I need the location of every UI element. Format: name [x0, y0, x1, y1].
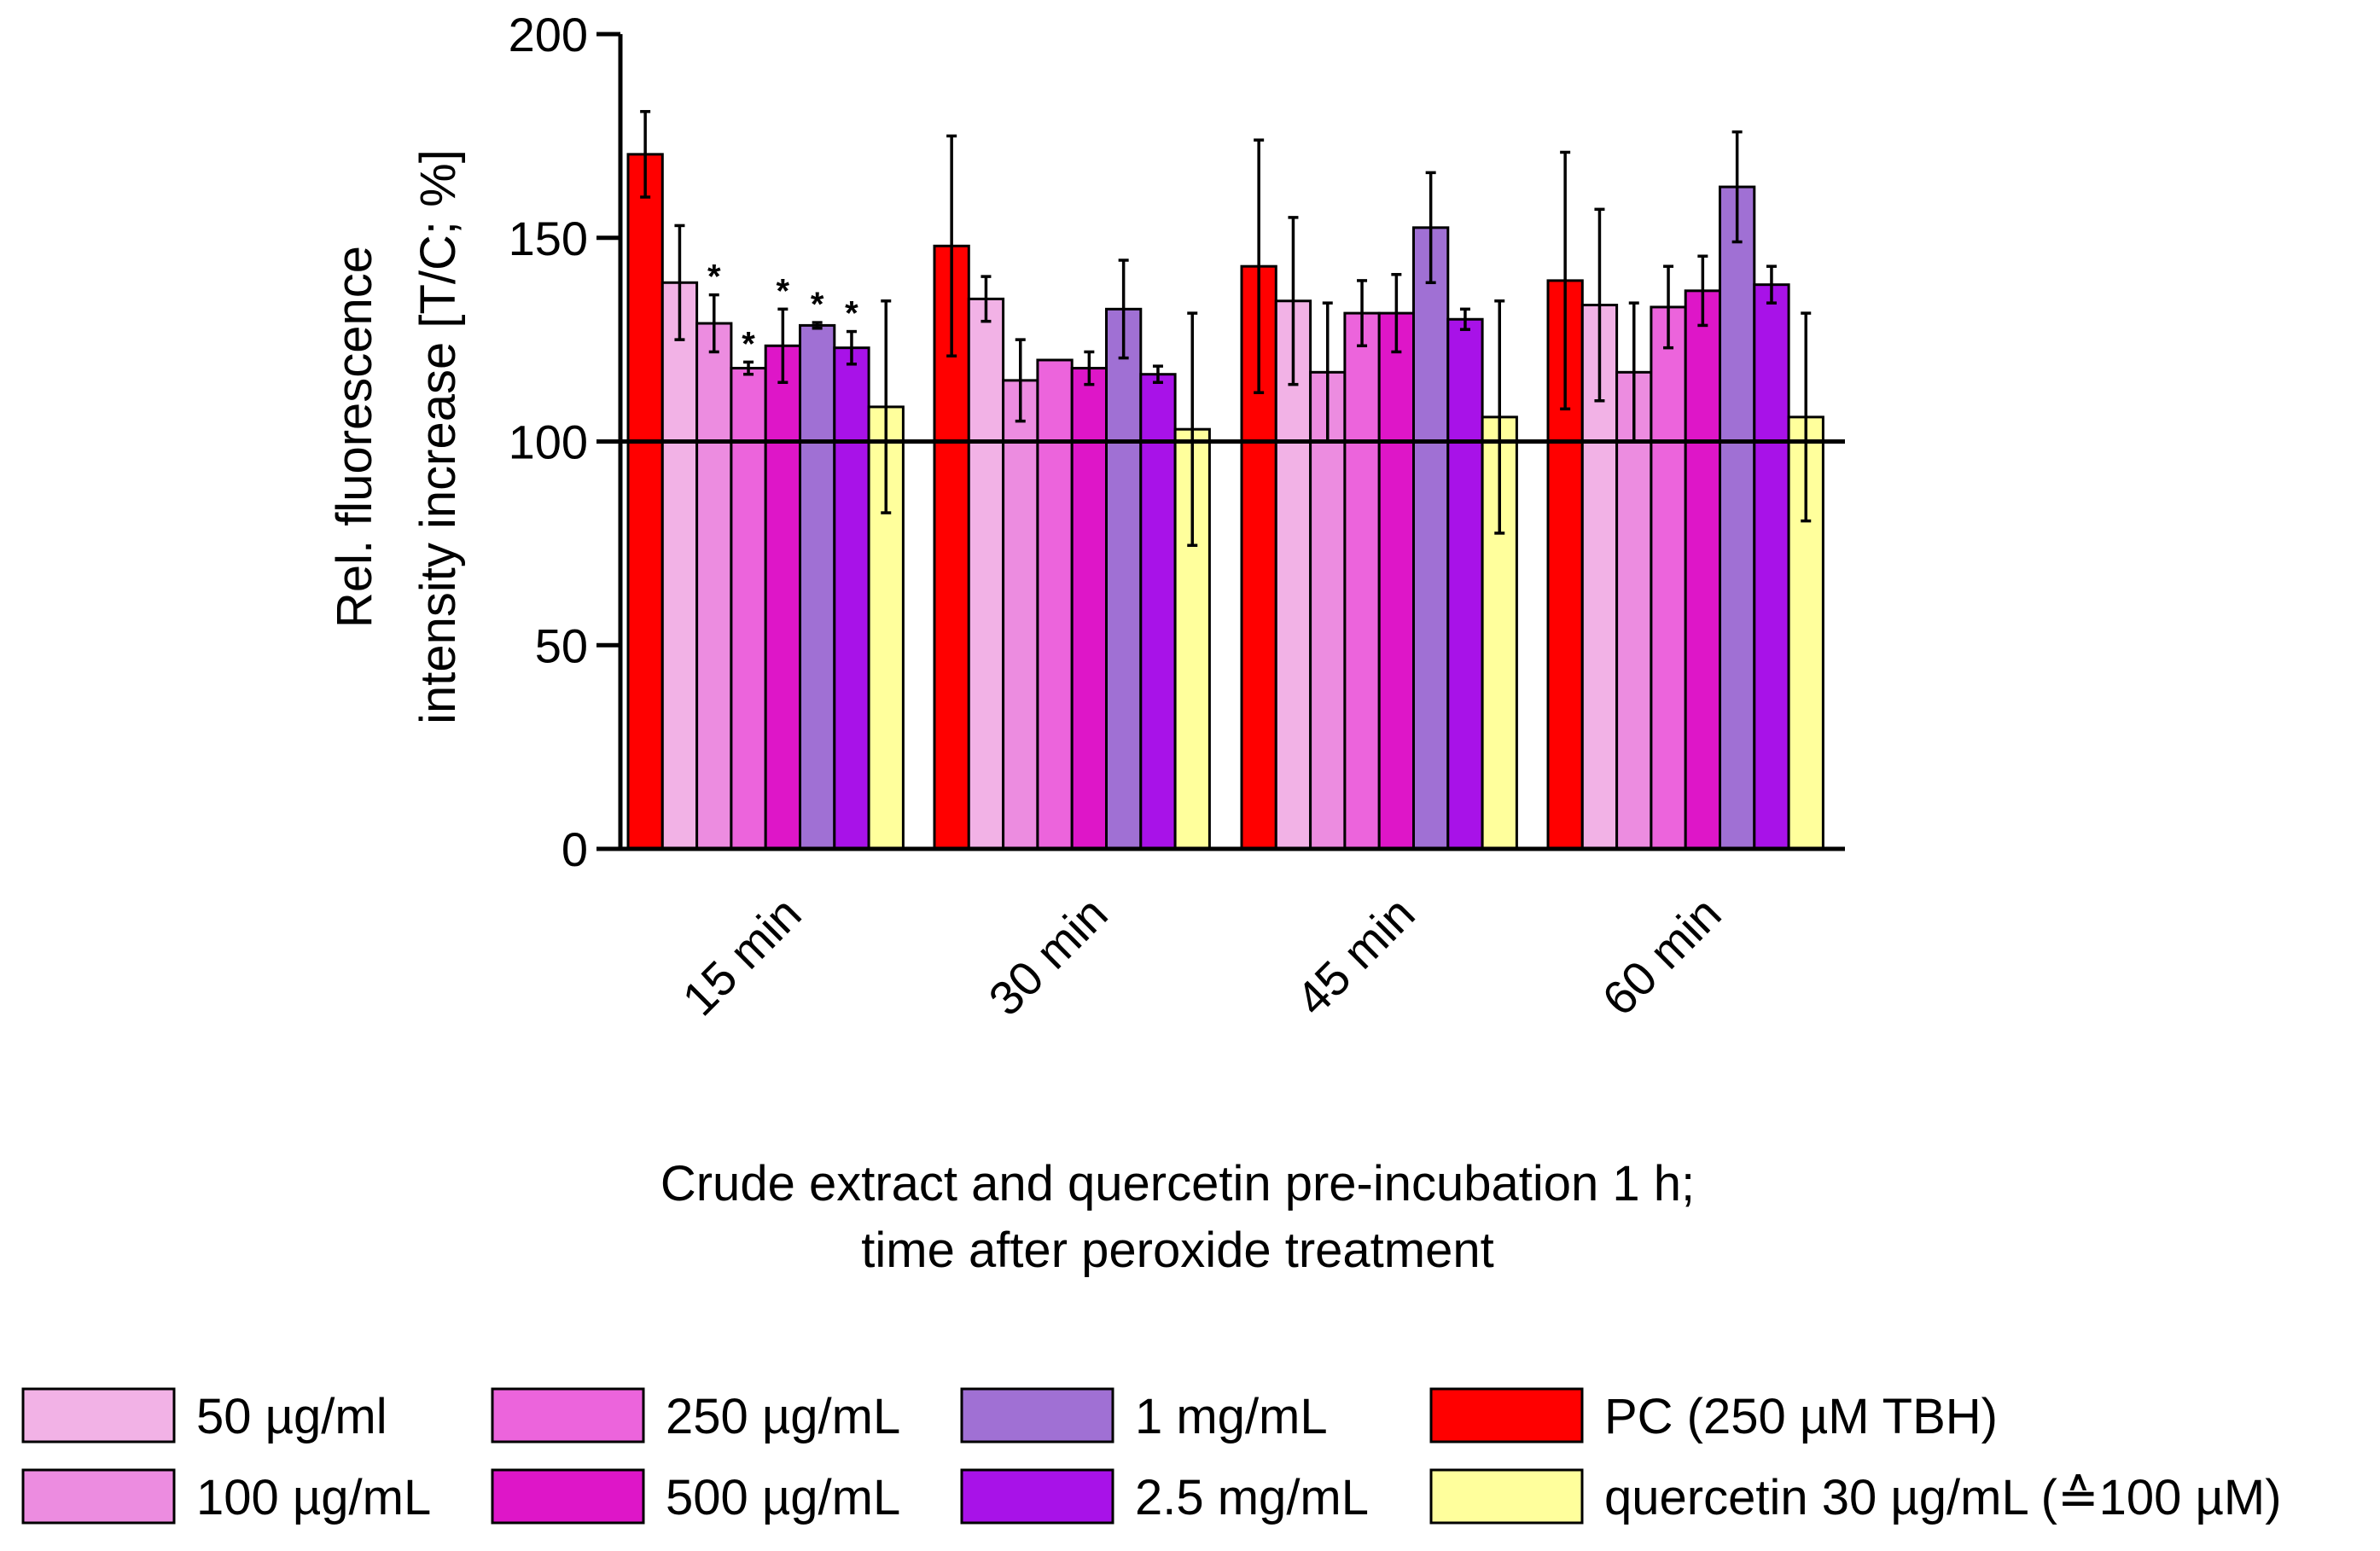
bar-60-min-1-mg-ml [1719, 185, 1756, 851]
bar-15-min-100-g-ml [695, 322, 733, 851]
bar-60-min-500-g-ml [1684, 289, 1721, 851]
bar-45-min-500-g-ml [1377, 311, 1415, 851]
significance-star-15-min-250-g-ml: * [742, 325, 755, 363]
bar-30-min-50-g-ml [967, 297, 1005, 851]
bar-30-min-1-mg-ml [1105, 307, 1143, 851]
bar-15-min-2-5-mg-ml [833, 346, 870, 851]
significance-star-15-min-1-mg-ml: * [811, 286, 824, 323]
y-tick-label-150: 150 [509, 212, 588, 265]
legend-label-500-g-ml: 500 µg/mL [666, 1470, 900, 1525]
legend-swatch-pc-250-m-tbh [1429, 1387, 1584, 1444]
x-tick-label-15-min: 15 min [672, 886, 811, 1025]
bar-45-min-250-g-ml [1343, 311, 1381, 851]
x-tick-label-60-min: 60 min [1592, 886, 1731, 1025]
legend-label-quercetin-30-g-ml-100-m: quercetin 30 µg/mL (≙100 µM) [1604, 1470, 2282, 1525]
y-tick-label-50: 50 [535, 619, 588, 672]
bar-60-min-2-5-mg-ml [1753, 283, 1790, 851]
legend-label-250-g-ml: 250 µg/mL [666, 1389, 900, 1444]
legend-label-50-g-ml: 50 µg/ml [196, 1389, 387, 1444]
bar-45-min-100-g-ml [1309, 370, 1347, 851]
legend-label-1-mg-ml: 1 mg/mL [1135, 1389, 1328, 1444]
x-tick-label-45-min: 45 min [1285, 886, 1424, 1025]
bar-15-min-1-mg-ml [799, 323, 836, 851]
error-bars-layer [640, 109, 1812, 548]
legend-swatch-100-g-ml [21, 1468, 176, 1525]
bar-45-min-2-5-mg-ml [1446, 317, 1484, 851]
legend-swatch-2-5-mg-ml [960, 1468, 1114, 1525]
y-tick-label-200: 200 [509, 8, 588, 61]
legend-swatch-quercetin-30-g-ml-100-m [1429, 1468, 1584, 1525]
bar-15-min-50-g-ml [660, 281, 699, 851]
bar-60-min-100-g-ml [1615, 370, 1653, 851]
x-axis-title-line1: Crude extract and quercetin pre-incubati… [660, 1156, 1695, 1211]
bar-45-min-1-mg-ml [1412, 226, 1450, 851]
legend-label-2-5-mg-ml: 2.5 mg/mL [1135, 1470, 1369, 1525]
x-tick-label-30-min: 30 min [978, 886, 1117, 1025]
y-axis-title-line1: Rel. fluorescence [327, 246, 382, 628]
legend-label-pc-250-m-tbh: PC (250 µM TBH) [1604, 1389, 1998, 1444]
bar-15-min-500-g-ml [764, 344, 802, 851]
legend-swatch-50-g-ml [21, 1387, 176, 1444]
significance-star-15-min-100-g-ml: * [707, 258, 721, 296]
bars-layer [626, 153, 1824, 851]
bar-60-min-250-g-ml [1650, 305, 1687, 851]
y-tick-label-100: 100 [509, 415, 588, 469]
legend-swatch-1-mg-ml [960, 1387, 1114, 1444]
x-axis-title-line2: time after peroxide treatment [861, 1223, 1493, 1278]
significance-star-15-min-2-5-mg-ml: * [845, 295, 858, 333]
legend-swatch-500-g-ml [491, 1468, 645, 1525]
significance-star-15-min-500-g-ml: * [777, 272, 790, 310]
bar-15-min-pc-250-m-tbh [626, 153, 664, 851]
legend-label-100-g-ml: 100 µg/mL [196, 1470, 431, 1525]
y-axis-title-line2: intensity increase [T/C; %] [410, 149, 466, 724]
y-tick-label-0: 0 [562, 822, 588, 876]
bar-30-min-100-g-ml [1002, 379, 1039, 851]
bar-30-min-250-g-ml [1036, 358, 1074, 851]
bar-30-min-2-5-mg-ml [1139, 373, 1177, 851]
significance-markers: * * * * * [707, 258, 858, 363]
legend-swatch-250-g-ml [491, 1387, 645, 1444]
legend: 50 µg/ml 250 µg/mL 1 mg/mL PC (250 µM TBH) 1… [21, 1387, 2282, 1525]
